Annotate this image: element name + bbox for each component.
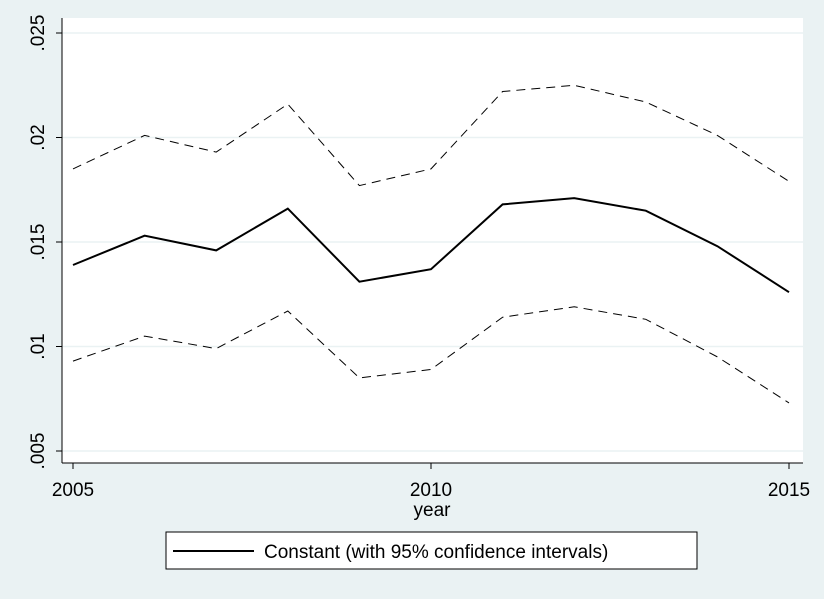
y-axis-ticks: .005 .01 .015 .02 .025 bbox=[28, 15, 62, 470]
x-tick-label: 2005 bbox=[52, 480, 94, 501]
series-line-upper-ci bbox=[72, 84, 790, 187]
y-tick-label: .005 bbox=[28, 433, 49, 470]
y-tick-label: .01 bbox=[28, 333, 49, 359]
gridlines bbox=[62, 32, 803, 452]
legend: Constant (with 95% confidence intervals) bbox=[165, 531, 698, 570]
series-line-constant bbox=[72, 197, 790, 294]
legend-box bbox=[165, 531, 698, 570]
x-axis-title: year bbox=[414, 500, 452, 521]
legend-label-constant: Constant (with 95% confidence intervals) bbox=[264, 542, 608, 563]
series-lines bbox=[72, 84, 790, 404]
x-tick-label: 2010 bbox=[410, 480, 452, 501]
y-tick-label: .02 bbox=[28, 124, 49, 150]
x-axis-ticks: 2005 2010 2015 bbox=[52, 463, 810, 501]
y-tick-label: .025 bbox=[28, 15, 49, 52]
y-tick-label: .015 bbox=[28, 224, 49, 261]
x-tick-label: 2015 bbox=[768, 480, 810, 501]
series-line-lower-ci bbox=[72, 306, 790, 404]
plot-area bbox=[62, 18, 803, 463]
